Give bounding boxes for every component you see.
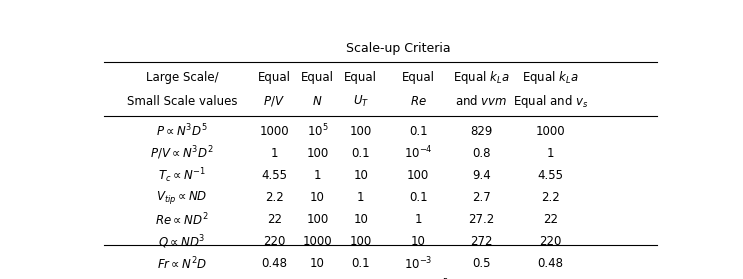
Text: $10^{-3}$: $10^{-3}$ <box>404 256 432 272</box>
Text: 100: 100 <box>306 147 328 160</box>
Text: 1: 1 <box>314 169 321 182</box>
Text: 272: 272 <box>470 235 493 248</box>
Text: $U_T$: $U_T$ <box>352 93 369 109</box>
Text: 0.8: 0.8 <box>473 147 491 160</box>
Text: 4.55: 4.55 <box>262 169 288 182</box>
Text: 10: 10 <box>310 258 325 271</box>
Text: 4.55: 4.55 <box>538 169 564 182</box>
Text: 100: 100 <box>407 169 429 182</box>
Text: 0.1: 0.1 <box>409 191 427 204</box>
Text: Equal and $v_s$: Equal and $v_s$ <box>513 93 588 110</box>
Text: and $vvm$: and $vvm$ <box>455 94 507 108</box>
Text: 10: 10 <box>353 169 368 182</box>
Text: $Fr \propto N^2D$: $Fr \propto N^2D$ <box>157 256 207 272</box>
Text: $Re$: $Re$ <box>410 95 426 108</box>
Text: 9.4: 9.4 <box>473 169 491 182</box>
Text: $T_c \propto N^{-1}$: $T_c \propto N^{-1}$ <box>158 166 206 185</box>
Text: $2.5 \times 10^{-5}$: $2.5 \times 10^{-5}$ <box>387 278 449 279</box>
Text: $10^{-4}$: $10^{-4}$ <box>404 145 432 162</box>
Text: 100: 100 <box>349 235 372 248</box>
Text: Small Scale values: Small Scale values <box>127 95 237 108</box>
Text: 1: 1 <box>270 147 278 160</box>
Text: 22: 22 <box>267 213 282 226</box>
Text: $Q \propto ND^3$: $Q \propto ND^3$ <box>158 233 206 251</box>
Text: 2.2: 2.2 <box>265 191 284 204</box>
Text: 0.48: 0.48 <box>262 258 288 271</box>
Text: 22: 22 <box>543 213 558 226</box>
Text: 0.1: 0.1 <box>351 147 370 160</box>
Text: Equal: Equal <box>402 71 435 84</box>
Text: $10^5$: $10^5$ <box>307 123 328 140</box>
Text: 100: 100 <box>349 125 372 138</box>
Text: 2.7: 2.7 <box>473 191 491 204</box>
Text: 1000: 1000 <box>536 125 565 138</box>
Text: 1: 1 <box>357 191 364 204</box>
Text: $V_{tip} \propto ND$: $V_{tip} \propto ND$ <box>157 189 208 206</box>
Text: $Re \propto ND^2$: $Re \propto ND^2$ <box>155 211 209 228</box>
Text: 27.2: 27.2 <box>468 213 495 226</box>
Text: 0.1: 0.1 <box>409 125 427 138</box>
Text: $k_La$ at equal $vvm$: $k_La$ at equal $vvm$ <box>132 278 233 279</box>
Text: Large Scale/: Large Scale/ <box>146 71 218 84</box>
Text: 1000: 1000 <box>302 235 332 248</box>
Text: 829: 829 <box>470 125 493 138</box>
Text: 0.1: 0.1 <box>351 258 370 271</box>
Text: 10: 10 <box>411 235 426 248</box>
Text: 2.2: 2.2 <box>542 191 560 204</box>
Text: 10: 10 <box>353 213 368 226</box>
Text: 1: 1 <box>415 213 422 226</box>
Text: Scale-up Criteria: Scale-up Criteria <box>345 42 450 55</box>
Text: 220: 220 <box>263 235 285 248</box>
Text: $N$: $N$ <box>312 95 322 108</box>
Text: Equal $k_La$: Equal $k_La$ <box>453 69 510 86</box>
Text: 1: 1 <box>547 147 554 160</box>
Text: 0.5: 0.5 <box>473 258 491 271</box>
Text: $P/V$: $P/V$ <box>263 94 285 108</box>
Text: 220: 220 <box>539 235 562 248</box>
Text: $P \propto N^3D^5$: $P \propto N^3D^5$ <box>156 123 208 140</box>
Text: Equal: Equal <box>344 71 377 84</box>
Text: Equal: Equal <box>301 71 334 84</box>
Text: Equal: Equal <box>258 71 291 84</box>
Text: 10: 10 <box>310 191 325 204</box>
Text: 100: 100 <box>306 213 328 226</box>
Text: $P/V \propto N^3D^2$: $P/V \propto N^3D^2$ <box>150 145 214 162</box>
Text: 1000: 1000 <box>259 125 289 138</box>
Text: 0.48: 0.48 <box>538 258 564 271</box>
Text: Equal $k_La$: Equal $k_La$ <box>522 69 579 86</box>
